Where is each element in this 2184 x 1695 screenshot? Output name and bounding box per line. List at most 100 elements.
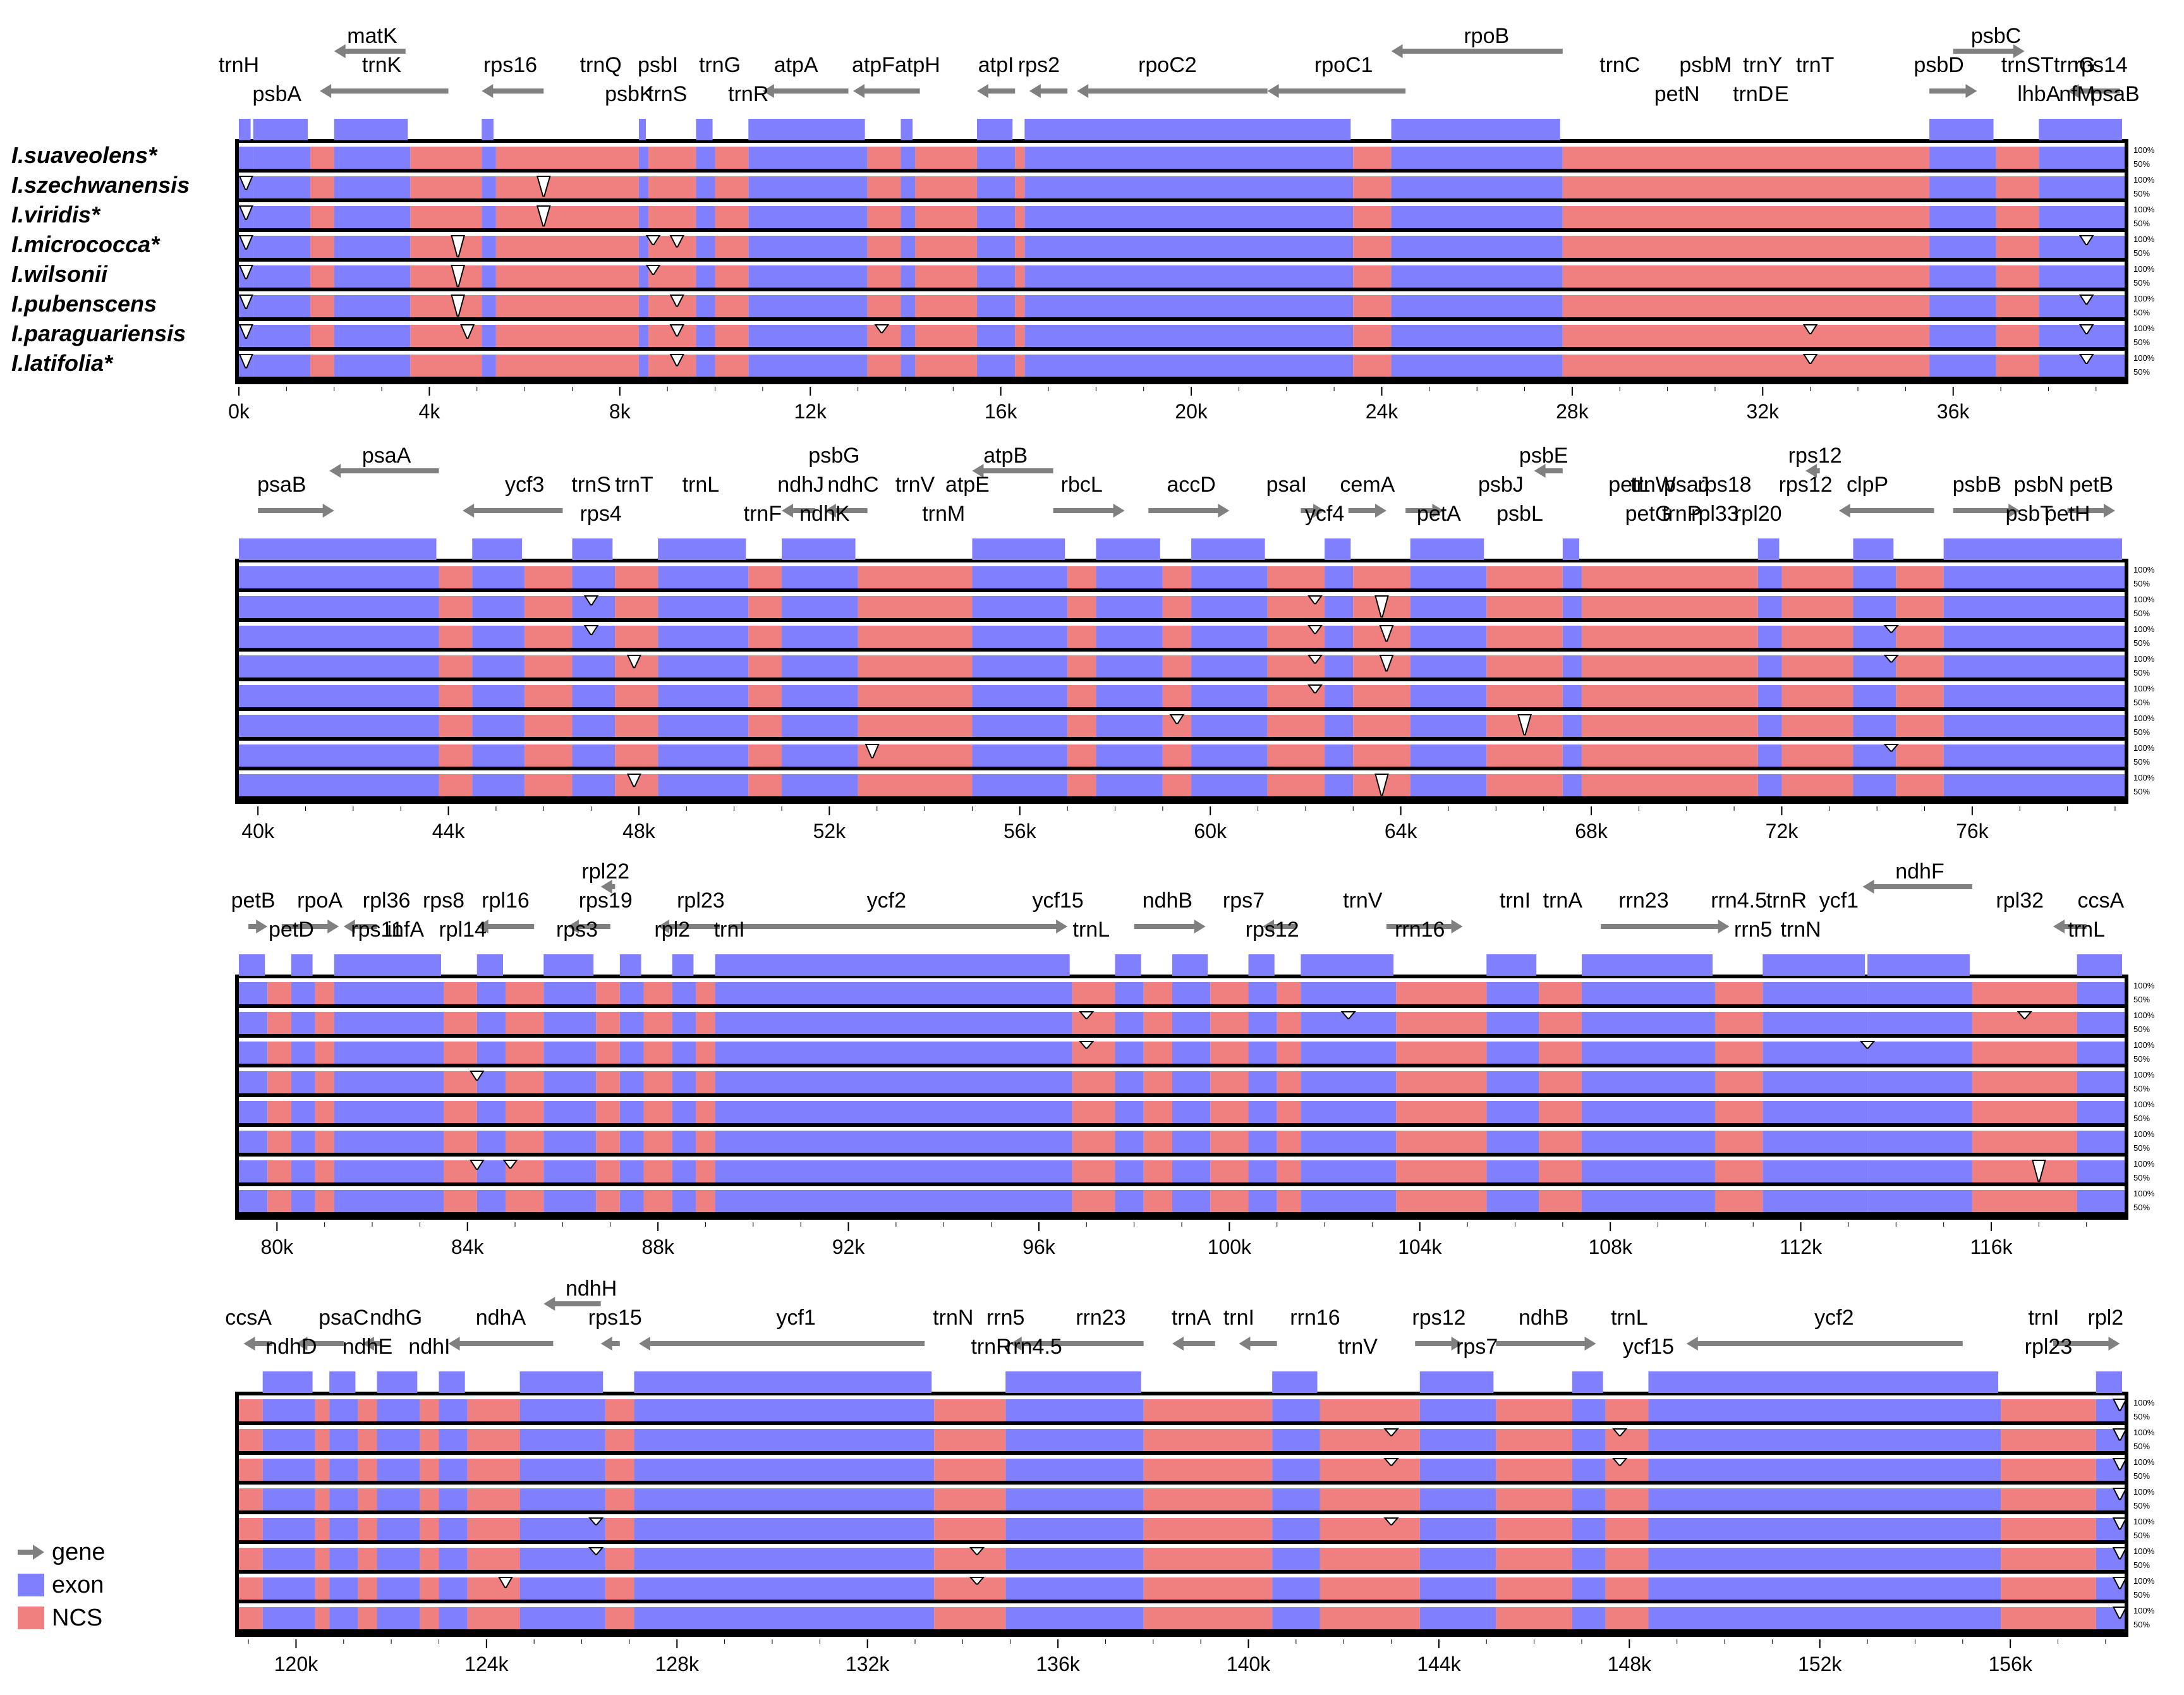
- identity-100-label: 100%: [2133, 1070, 2155, 1079]
- track-1-region-8: [505, 982, 544, 1004]
- identity-dip-4-5-3: [2112, 1517, 2128, 1530]
- track-8-region-5: [358, 1607, 377, 1629]
- gene-label: clpP: [1847, 473, 1888, 497]
- track-7-region-18: [1143, 1160, 1172, 1182]
- track-5-region-4: [315, 1101, 334, 1123]
- track-7-region-23: [1301, 1160, 1397, 1182]
- track-2-region-23: [1757, 596, 1782, 618]
- track-6-region-25: [1486, 1131, 1539, 1153]
- track-8-region-23: [1996, 355, 2039, 377]
- identity-dip-1-3-1: [238, 205, 253, 220]
- gene-label: trnW: [1630, 473, 1676, 497]
- track-7-region-11: [715, 325, 749, 347]
- track-4-region-19: [1353, 236, 1392, 258]
- track-3-region-8: [439, 1459, 468, 1481]
- track-6-region-20: [1210, 1131, 1249, 1153]
- track-2-region-7: [658, 596, 749, 618]
- track-1-region-23: [1996, 147, 2039, 169]
- track-6-region-14: [1005, 1548, 1144, 1570]
- track-8-region-14: [1162, 774, 1192, 796]
- track-6-region-21: [1562, 715, 1582, 737]
- track-4-region-13: [934, 1488, 1006, 1510]
- track-7-region-10: [596, 1160, 620, 1182]
- identity-dip-2-8-4: [626, 774, 642, 787]
- track-2-region-8: [638, 176, 649, 198]
- track-2-region-6: [615, 596, 658, 618]
- track-5-region-17: [1320, 1518, 1420, 1540]
- track-5-region-9: [782, 685, 858, 707]
- track-8-region-28: [1714, 1190, 1763, 1212]
- track-5-region-23: [1757, 685, 1782, 707]
- gene-label: trnD: [1733, 82, 1773, 106]
- track-separator-2: [239, 618, 2125, 622]
- track-2-region-19: [1496, 1429, 1572, 1451]
- track-4-region-5: [334, 1071, 444, 1093]
- track-5-region-19: [1496, 1518, 1572, 1540]
- track-7-region-5: [572, 744, 616, 767]
- identity-100-label: 100%: [2133, 743, 2155, 753]
- track-2-region-32: [2077, 1012, 2125, 1034]
- identity-dip-2-3-6: [583, 625, 599, 635]
- identity-dip-1-7-1: [238, 324, 253, 339]
- track-4-region-15: [915, 236, 977, 258]
- exon-annotation-4: [334, 119, 408, 140]
- gene-arrow-3-7: [567, 920, 610, 933]
- gene-arrow-1-10: [1077, 84, 1268, 98]
- track-1-region-25: [1853, 566, 1896, 588]
- track-8-region-5: [334, 1190, 444, 1212]
- track-7-region-17: [1015, 325, 1025, 347]
- track-1-region-15: [1191, 566, 1268, 588]
- track-2-region-5: [358, 1429, 377, 1451]
- track-3-region-3: [315, 1459, 330, 1481]
- gene-arrow-4-5: [448, 1337, 554, 1351]
- track-3-region-11: [715, 206, 749, 228]
- track-5-region-11: [972, 685, 1068, 707]
- track-3-region-19: [1353, 206, 1392, 228]
- track-2-region-14: [1005, 1429, 1144, 1451]
- track-5-region-18: [1419, 1518, 1496, 1540]
- gene-arrow-1-5: [482, 84, 544, 98]
- track-6-region-23: [1757, 715, 1782, 737]
- identity-100-label: 100%: [2133, 294, 2155, 303]
- identity-100-label: 100%: [2133, 145, 2155, 155]
- track-1-region-11: [619, 982, 644, 1004]
- track-5-region-5: [358, 1518, 377, 1540]
- gene-label: trnK: [362, 53, 402, 77]
- track-2-region-10: [858, 596, 973, 618]
- gene-label: psaA: [362, 444, 411, 468]
- track-separator-6: [239, 1153, 2125, 1157]
- track-6-region-11: [605, 1548, 634, 1570]
- track-7-region-17: [1325, 744, 1354, 767]
- exon-annotation-29: [1762, 954, 1866, 976]
- track-7-region-10: [519, 1577, 606, 1600]
- gene-label: petL: [1608, 473, 1650, 497]
- gene-arrow-2-7: [782, 504, 815, 518]
- track-5-region-10: [596, 1101, 620, 1123]
- track-1-region-1: [239, 566, 439, 588]
- track-1-region-24: [1781, 566, 1853, 588]
- gene-label: petB: [231, 889, 276, 913]
- track-1-region-24: [2039, 147, 2125, 169]
- track-3-region-9: [467, 1459, 520, 1481]
- track-6-region-1: [239, 1131, 268, 1153]
- track-3-region-16: [1272, 1459, 1320, 1481]
- x-tick-label: 132k: [846, 1653, 890, 1675]
- track-8-region-6: [482, 355, 496, 377]
- track-5-region-5: [334, 1101, 444, 1123]
- track-7-region-4: [329, 1577, 358, 1600]
- track-4-region-24: [2039, 236, 2125, 258]
- track-2-region-26: [1539, 1012, 1582, 1034]
- track-3-region-10: [596, 1042, 620, 1064]
- track-7-region-31: [1972, 1160, 2077, 1182]
- gene-arrow-1-1: [334, 44, 406, 58]
- exon-annotation-22: [1648, 1371, 1999, 1393]
- track-4-region-14: [1005, 1488, 1144, 1510]
- track-7-region-19: [1172, 1160, 1211, 1182]
- track-6-region-18: [1143, 1131, 1172, 1153]
- track-2-region-18: [1024, 176, 1354, 198]
- track-4-region-6: [482, 236, 496, 258]
- gene-arrow-2-13: [1405, 504, 1444, 518]
- track-8-region-14: [901, 355, 916, 377]
- track-1-region-5: [334, 982, 444, 1004]
- track-5-region-27: [1581, 1101, 1715, 1123]
